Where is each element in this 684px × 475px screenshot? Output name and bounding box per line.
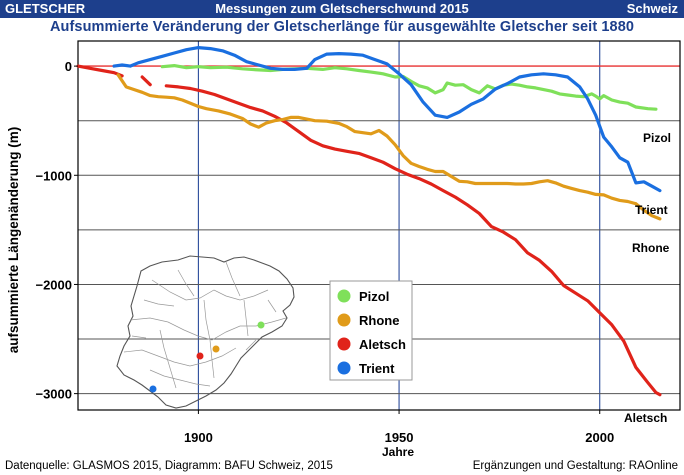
series-line-aletsch-1 [140, 75, 152, 87]
end-label-pizol: Pizol [643, 131, 671, 145]
y-axis-label: aufsummierte Längenänderung (m) [6, 127, 21, 354]
end-label-rhone: Rhone [632, 241, 670, 255]
data-series [76, 46, 662, 397]
y-tick-label-2: −2000 [35, 277, 72, 292]
switzerland-map-inset [116, 255, 295, 409]
y-tick-label-1: −1000 [35, 168, 72, 183]
plot-frame [77, 40, 681, 411]
series-line-aletsch-0 [76, 64, 124, 78]
x-axis-label: Jahre [382, 445, 414, 459]
legend-swatch-trient [337, 361, 351, 375]
map-marker-aletsch [196, 352, 204, 360]
legend-label-rhone: Rhone [359, 313, 399, 328]
y-tick-label-3: −3000 [35, 387, 72, 402]
axes: 0 −1000 −2000 −3000 1900 1950 2000 [35, 59, 614, 445]
y-tick-label-0: 0 [65, 59, 72, 74]
legend-swatch-pizol [337, 289, 351, 303]
x-tick-label-2: 2000 [585, 430, 614, 445]
x-tick-label-0: 1900 [184, 430, 213, 445]
footer-credit: Ergänzungen und Gestaltung: RAOnline [472, 460, 678, 472]
series-line-trient-0 [112, 46, 662, 193]
map-glacier-markers [149, 321, 265, 393]
map-marker-pizol [257, 321, 265, 329]
x-tick-label-1: 1950 [385, 430, 414, 445]
legend-label-trient: Trient [359, 361, 395, 376]
end-label-aletsch: Aletsch [624, 411, 667, 425]
switzerland-outline [116, 255, 295, 409]
legend-swatch-rhone [337, 313, 351, 327]
banner-section-label: GLETSCHER [5, 1, 86, 16]
legend-swatch-aletsch [337, 337, 351, 351]
series-end-labels: Pizol Rhone Aletsch Trient [624, 131, 671, 425]
footer-source: Datenquelle: GLASMOS 2015, Diagramm: BAF… [5, 460, 333, 472]
legend-label-aletsch: Aletsch [359, 337, 406, 352]
legend: Pizol Rhone Aletsch Trient [329, 280, 413, 381]
chart-title: Aufsummierte Veränderung der Gletscherlä… [49, 19, 635, 35]
canton-borders [123, 261, 287, 389]
series-line-rhone-0 [116, 73, 662, 221]
map-marker-trient [149, 385, 157, 393]
legend-label-pizol: Pizol [359, 289, 389, 304]
footer: Datenquelle: GLASMOS 2015, Diagramm: BAF… [0, 457, 684, 475]
map-marker-rhone [212, 345, 220, 353]
top-banner: GLETSCHER Messungen zum Gletscherschwund… [0, 0, 684, 18]
banner-subtitle: Messungen zum Gletscherschwund 2015 [215, 1, 469, 16]
series-line-aletsch-2 [164, 84, 662, 397]
end-label-trient: Trient [635, 203, 668, 217]
banner-country: Schweiz [626, 1, 678, 16]
